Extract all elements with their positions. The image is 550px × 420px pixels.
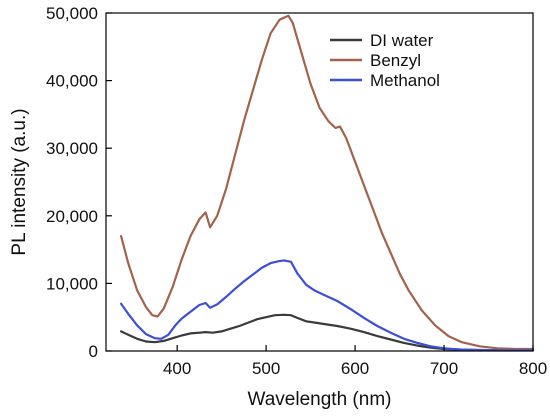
series-layer [119, 14, 535, 352]
y-tick-label: 0 [89, 342, 98, 361]
y-tick-label: 50,000 [46, 4, 98, 23]
series-line-benzyl [119, 14, 535, 351]
y-tick-label: 10,000 [46, 274, 98, 293]
x-axis-title: Wavelength (nm) [248, 389, 392, 410]
x-tick-label: 700 [430, 359, 458, 378]
series-line-methanol [119, 259, 535, 352]
x-tick-label: 600 [341, 359, 369, 378]
y-tick-label: 30,000 [46, 139, 98, 158]
plot-frame [105, 12, 534, 352]
y-tick-label: 40,000 [46, 72, 98, 91]
x-tick-label: 500 [252, 359, 280, 378]
x-tick-label: 800 [519, 359, 547, 378]
tick-layer: 400 500 600 700 800 0 10,000 20,000 30,000 40,000… [46, 4, 547, 378]
legend-label-benzyl: Benzyl [370, 51, 421, 70]
y-tick-label: 20,000 [46, 207, 98, 226]
series-line-di-water [119, 313, 535, 352]
x-tick-label: 400 [163, 359, 191, 378]
legend-label-methanol: Methanol [370, 71, 440, 90]
y-axis-title: PL intensity (a.u.) [9, 108, 30, 255]
legend-label-di-water: DI water [370, 31, 434, 50]
